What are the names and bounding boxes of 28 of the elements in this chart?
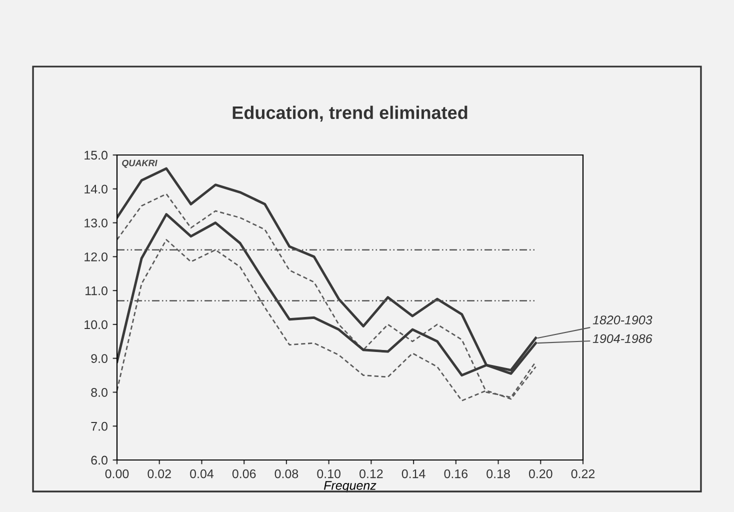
y-tick-label: 11.0 (86, 286, 108, 296)
text: 1904-1986 (592, 334, 652, 344)
y-tick-label: 14.0 (84, 184, 108, 194)
chart-title: Education, trend eliminated (232, 106, 468, 122)
y-tick-label: 9.0 (91, 354, 108, 363)
y-tick-label: 12.0 (84, 252, 108, 262)
x-tick-label: 0.00 (105, 469, 129, 478)
x-tick-label: 0.16 (444, 469, 468, 478)
text: 1820-1903 (592, 316, 652, 324)
x-tick-label: 0.06 (232, 469, 256, 478)
y-tick-label: 10.0 (84, 320, 108, 330)
x-tick-label: 0.04 (190, 469, 214, 478)
y-tick-label: 13.0 (84, 218, 108, 228)
y-tick-label: 7.0 (91, 422, 108, 431)
y-axis-title: QUAKRI (122, 160, 158, 168)
x-tick-label: 0.10 (317, 469, 340, 478)
x-tick-label: 0.08 (274, 469, 298, 478)
x-tick-label: 0.14 (402, 469, 426, 478)
x-axis-title: Frequenz (324, 481, 376, 492)
x-tick-label: 0.18 (486, 469, 510, 478)
y-tick-label: 8.0 (91, 388, 108, 397)
line-series (117, 193, 536, 398)
x-tick-label: 0.12 (360, 469, 383, 478)
y-tick-label: 15.0 (84, 150, 108, 160)
y-tick-label: 6.0 (91, 456, 108, 465)
x-tick-label: 0.20 (528, 469, 552, 478)
x-tick-label: 0.02 (148, 469, 171, 478)
x-tick-label: 0.22 (571, 469, 595, 478)
